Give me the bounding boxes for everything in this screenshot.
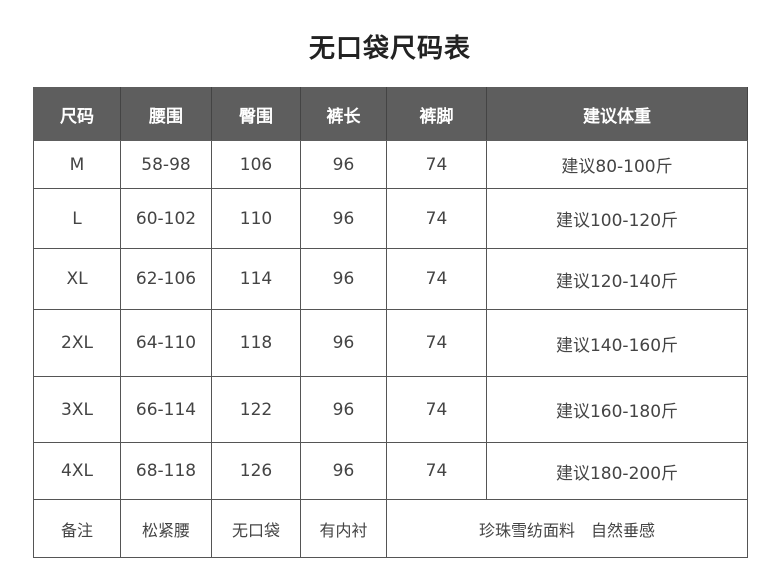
table-cell: M — [33, 140, 121, 189]
note-cell: 有内衬 — [300, 499, 387, 558]
header-hem: 裤脚 — [386, 87, 487, 141]
table-cell: 118 — [211, 309, 301, 377]
table-cell: 3XL — [33, 376, 121, 443]
header-waist: 腰围 — [120, 87, 212, 141]
table-cell: 60-102 — [120, 188, 212, 249]
table-cell: 96 — [300, 442, 387, 500]
header-hip: 臀围 — [211, 87, 301, 141]
size-table: 尺码 腰围 臀围 裤长 裤脚 建议体重 M 58-98 106 96 74 建议80-10… — [33, 87, 748, 558]
table-cell: 74 — [386, 188, 487, 249]
header-row: 尺码 腰围 臀围 裤长 裤脚 建议体重 — [33, 87, 748, 141]
table-cell: 74 — [386, 376, 487, 443]
table-cell: 110 — [211, 188, 301, 249]
table-row: XL 62-106 114 96 74 建议120-140斤 — [33, 248, 748, 310]
note-row: 备注 松紧腰 无口袋 有内衬 珍珠雪纺面料 自然垂感 — [33, 499, 748, 558]
table-cell: 74 — [386, 140, 487, 189]
table-row: 3XL 66-114 122 96 74 建议160-180斤 — [33, 376, 748, 443]
table-cell: 122 — [211, 376, 301, 443]
header-size: 尺码 — [33, 87, 121, 141]
note-cell: 无口袋 — [211, 499, 301, 558]
table-cell: 建议140-160斤 — [486, 309, 748, 377]
note-cell: 松紧腰 — [120, 499, 212, 558]
table-cell: 66-114 — [120, 376, 212, 443]
table-cell: 58-98 — [120, 140, 212, 189]
table-row: M 58-98 106 96 74 建议80-100斤 — [33, 140, 748, 189]
table-cell: 126 — [211, 442, 301, 500]
header-length: 裤长 — [300, 87, 387, 141]
table-cell: 2XL — [33, 309, 121, 377]
table-cell: 建议100-120斤 — [486, 188, 748, 249]
table-cell: 96 — [300, 248, 387, 310]
table-cell: 114 — [211, 248, 301, 310]
table-cell: L — [33, 188, 121, 249]
table-cell: 74 — [386, 248, 487, 310]
table-row: L 60-102 110 96 74 建议100-120斤 — [33, 188, 748, 249]
table-cell: 62-106 — [120, 248, 212, 310]
table-row: 2XL 64-110 118 96 74 建议140-160斤 — [33, 309, 748, 377]
table-cell: 96 — [300, 140, 387, 189]
note-cell: 备注 — [33, 499, 121, 558]
table-row: 4XL 68-118 126 96 74 建议180-200斤 — [33, 442, 748, 500]
table-cell: 96 — [300, 376, 387, 443]
note-cell: 珍珠雪纺面料 自然垂感 — [386, 499, 748, 558]
header-weight: 建议体重 — [486, 87, 748, 141]
table-cell: 64-110 — [120, 309, 212, 377]
table-cell: XL — [33, 248, 121, 310]
table-cell: 建议80-100斤 — [486, 140, 748, 189]
table-cell: 68-118 — [120, 442, 212, 500]
table-cell: 106 — [211, 140, 301, 189]
table-cell: 建议180-200斤 — [486, 442, 748, 500]
table-cell: 建议120-140斤 — [486, 248, 748, 310]
table-cell: 96 — [300, 309, 387, 377]
table-cell: 96 — [300, 188, 387, 249]
table-cell: 建议160-180斤 — [486, 376, 748, 443]
page-title: 无口袋尺码表 — [308, 34, 471, 64]
table-cell: 74 — [386, 442, 487, 500]
table-cell: 74 — [386, 309, 487, 377]
table-cell: 4XL — [33, 442, 121, 500]
